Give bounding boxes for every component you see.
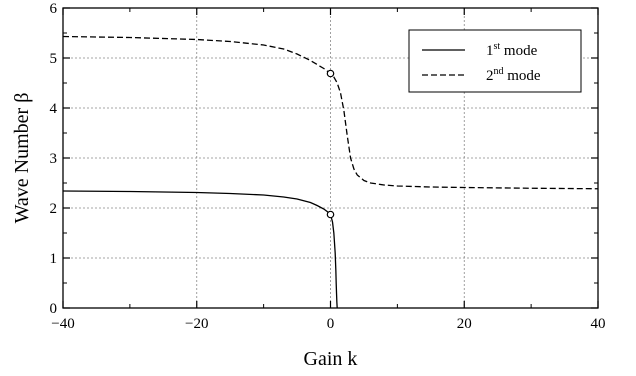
legend-label-2nd-prefix: 2 — [486, 68, 494, 84]
tick-marks — [62, 7, 599, 309]
legend-label-1st-prefix: 1 — [486, 43, 494, 59]
y-tick-label: 4 — [50, 101, 58, 117]
legend: 1st mode 2nd mode — [408, 29, 582, 93]
legend-label-2nd-mode: 2nd mode — [486, 66, 541, 84]
y-tick-label: 3 — [50, 151, 58, 167]
y-tick-label: 2 — [50, 201, 58, 217]
legend-label-2nd-suffix: mode — [504, 68, 541, 84]
x-tick-label: 40 — [591, 316, 606, 332]
y-tick-label: 6 — [50, 1, 58, 17]
tick-labels: −40 −20 0 20 40 0 1 2 3 4 5 6 — [50, 1, 606, 332]
legend-label-2nd-sup: nd — [494, 66, 504, 77]
y-tick-label: 0 — [50, 301, 58, 317]
x-tick-label: −20 — [185, 316, 208, 332]
legend-label-1st-sup: st — [494, 41, 501, 52]
series-2nd-mode-line — [62, 35, 599, 190]
y-tick-label: 5 — [50, 51, 58, 67]
x-axis-title: Gain k — [304, 348, 358, 370]
legend-label-1st-mode: 1st mode — [486, 41, 538, 59]
series-layer — [62, 35, 599, 309]
series-1st-mode-line — [62, 190, 338, 309]
x-tick-label: −40 — [51, 316, 74, 332]
legend-label-1st-suffix: mode — [500, 43, 537, 59]
data-point-marker — [326, 69, 335, 78]
data-point-marker — [326, 210, 335, 219]
y-tick-label: 1 — [50, 251, 58, 267]
legend-box — [408, 29, 582, 93]
x-tick-label: 20 — [457, 316, 472, 332]
marker-layer — [326, 69, 335, 219]
y-axis-title: Wave Number β — [11, 93, 33, 224]
x-tick-label: 0 — [327, 316, 335, 332]
